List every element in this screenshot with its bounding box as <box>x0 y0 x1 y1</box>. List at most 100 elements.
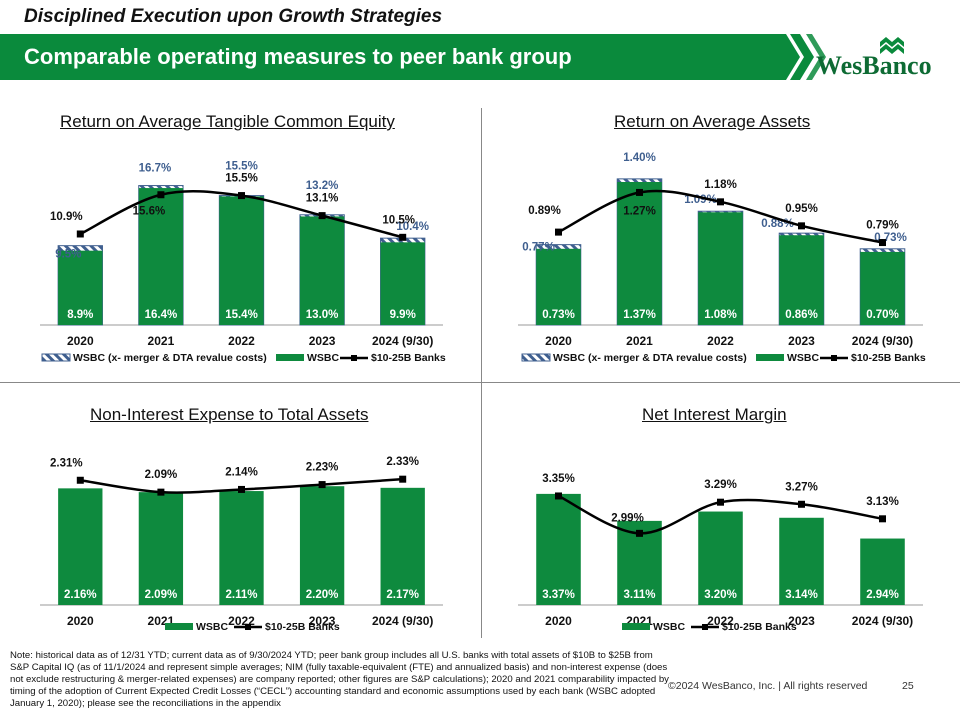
chart-title-nie: Non-Interest Expense to Total Assets <box>90 405 369 424</box>
peer-marker <box>555 492 562 500</box>
legend-label: WSBC (x- merger & DTA revalue costs) <box>73 352 267 364</box>
bar-label-wsbc: 8.9% <box>67 309 93 321</box>
bar-label-wsbc-adjusted: 0.77% <box>522 242 555 254</box>
bar-wsbc <box>219 491 264 605</box>
peer-marker <box>555 228 562 236</box>
legend-label: WSBC (x- merger & DTA revalue costs) <box>553 352 747 364</box>
bar-wsbc <box>860 251 905 325</box>
category-label: 2024 (9/30) <box>852 334 913 348</box>
quadrant-divider-horizontal <box>0 382 960 383</box>
peer-label: 10.5% <box>382 214 415 226</box>
bar-label-wsbc: 1.08% <box>704 309 737 321</box>
peer-label: 2.14% <box>225 466 258 478</box>
peer-label: 15.6% <box>133 206 166 218</box>
peer-marker <box>798 222 805 230</box>
peer-marker <box>238 192 245 200</box>
bar-label-wsbc: 2.94% <box>866 589 899 601</box>
bar-wsbc <box>299 486 345 605</box>
bar-wsbc <box>536 493 581 605</box>
bar-label-wsbc-adjusted: 1.40% <box>623 152 656 164</box>
category-label: 2023 <box>309 614 336 628</box>
bar-label-wsbc: 0.70% <box>866 309 899 321</box>
peer-marker <box>879 515 886 523</box>
peer-label: 0.79% <box>866 220 899 232</box>
peer-label: 3.29% <box>704 479 737 491</box>
peer-label: 0.89% <box>528 205 561 217</box>
bar-wsbc <box>58 488 103 605</box>
legend-swatch-peer-marker <box>245 624 251 630</box>
category-label: 2024 (9/30) <box>852 614 913 628</box>
peer-label: 15.5% <box>225 173 258 185</box>
chart-roaa: 0.73% 0.77% 2020 1.37% 1.40% 2021 1.08% 1.09% 20… <box>518 152 926 364</box>
peer-label: 0.95% <box>785 203 818 215</box>
peer-label: 1.18% <box>704 179 737 191</box>
bar-label-wsbc: 1.37% <box>623 309 656 321</box>
category-label: 2021 <box>626 334 653 348</box>
legend-swatch-wsbc-adjusted <box>521 353 551 362</box>
peer-label: 10.9% <box>50 211 83 223</box>
bar-label-wsbc-adjusted: 15.5% <box>225 161 258 173</box>
bar-wsbc <box>779 517 824 605</box>
bar-label-wsbc-adjusted: 9.5% <box>55 249 81 261</box>
legend-label: WSBC <box>787 352 819 364</box>
category-label: 2022 <box>707 614 734 628</box>
category-label: 2020 <box>545 614 572 628</box>
legend-swatch-peer-marker <box>351 355 357 361</box>
peer-label: 3.13% <box>866 496 899 508</box>
bar-label-wsbc-adjusted: 16.7% <box>139 163 172 175</box>
peer-label: 2.09% <box>145 469 178 481</box>
legend-swatch-wsbc <box>276 354 304 361</box>
legend-swatch-peer-marker <box>702 624 708 630</box>
category-label: 2023 <box>309 334 336 348</box>
peer-marker <box>636 529 643 537</box>
bar-label-wsbc: 0.86% <box>785 309 818 321</box>
bar-wsbc <box>536 248 581 325</box>
legend-swatch-peer-marker <box>831 355 837 361</box>
legend-label: WSBC <box>307 352 339 364</box>
peer-marker <box>717 198 724 206</box>
peer-marker <box>76 476 84 484</box>
category-label: 2021 <box>148 334 175 348</box>
peer-label: 2.23% <box>306 462 339 474</box>
quadrant-divider-vertical <box>481 108 482 638</box>
bar-label-wsbc: 3.20% <box>704 589 737 601</box>
peer-marker <box>798 500 805 508</box>
chart-nim: 3.37%20203.11%20213.20%20223.14%20232.94… <box>518 473 923 633</box>
peer-marker <box>879 239 886 247</box>
bar-label-wsbc-adjusted: 1.09% <box>684 194 717 206</box>
chart-title-nim: Net Interest Margin <box>642 405 787 424</box>
legend-label: $10-25B Banks <box>851 352 926 364</box>
bar-label-wsbc-adjusted: 13.2% <box>306 180 339 192</box>
peer-label: 2.31% <box>50 457 83 469</box>
peer-marker <box>238 485 245 493</box>
legend-swatch-wsbc-adjusted <box>41 353 71 362</box>
bar-wsbc <box>299 216 345 325</box>
bar-wsbc <box>138 188 184 325</box>
peer-label: 2.99% <box>611 512 644 524</box>
peer-label: 3.35% <box>542 473 575 485</box>
chart-nie: 2.16%20202.09%20212.11%20222.20%20232.17… <box>40 456 443 633</box>
bar-label-wsbc: 2.20% <box>306 589 339 601</box>
category-label: 2020 <box>545 334 572 348</box>
bar-label-wsbc: 0.73% <box>542 309 575 321</box>
chart-title-roaa: Return on Average Assets <box>614 112 811 131</box>
bar-label-wsbc: 3.11% <box>624 589 656 601</box>
legend-label: WSBC <box>653 621 685 633</box>
category-label: 2023 <box>788 334 815 348</box>
peer-label: 1.27% <box>623 205 656 217</box>
legend-swatch-wsbc <box>165 623 193 630</box>
legend-swatch-wsbc <box>622 623 650 630</box>
peer-label: 2.33% <box>386 456 419 468</box>
bar-label-wsbc: 13.0% <box>306 309 339 321</box>
bar-label-wsbc: 2.17% <box>386 589 419 601</box>
copyright: ©2024 WesBanco, Inc. | All rights reserv… <box>668 680 868 692</box>
category-label: 2022 <box>228 334 255 348</box>
legend-swatch-wsbc <box>756 354 784 361</box>
bar-wsbc <box>860 538 905 605</box>
category-label: 2020 <box>67 614 94 628</box>
title-banner <box>0 34 826 80</box>
legend-label: $10-25B Banks <box>371 352 446 364</box>
chart-title-rotce: Return on Average Tangible Common Equity <box>60 112 395 131</box>
bar-wsbc <box>380 487 425 605</box>
peer-marker <box>76 230 84 238</box>
